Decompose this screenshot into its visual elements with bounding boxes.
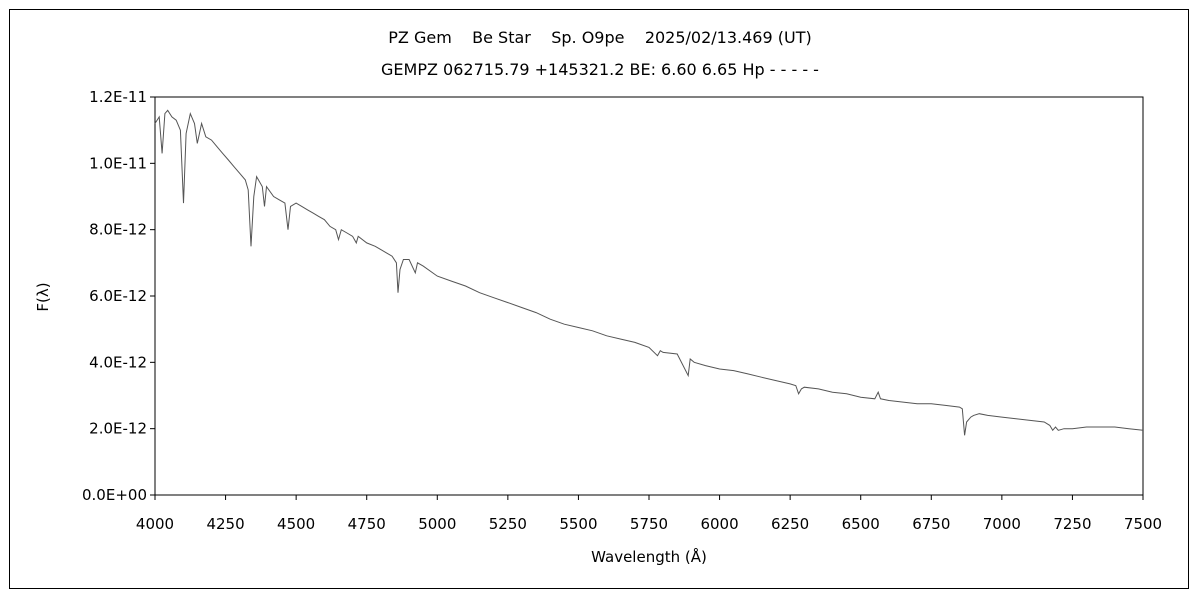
x-tick-label: 4000	[136, 515, 174, 533]
x-tick-label: 5000	[418, 515, 456, 533]
y-tick-label: 1.2E-11	[89, 88, 147, 106]
chart-title: PZ Gem Be Star Sp. O9pe 2025/02/13.469 (…	[388, 28, 812, 47]
x-tick-label: 4500	[277, 515, 315, 533]
x-axis-label: Wavelength (Å)	[591, 547, 707, 566]
x-tick-label: 7250	[1053, 515, 1091, 533]
x-tick-label: 4250	[206, 515, 244, 533]
x-tick-label: 6500	[842, 515, 880, 533]
y-tick-label: 6.0E-12	[89, 287, 147, 305]
x-axis-ticks: 4000 4250 4500 4750 5000 5250 5500 5750 6000 6250…	[136, 495, 1162, 533]
x-tick-label: 7000	[983, 515, 1021, 533]
x-tick-label: 5250	[489, 515, 527, 533]
x-tick-label: 4750	[348, 515, 386, 533]
y-tick-label: 0.0E+00	[82, 486, 147, 504]
y-axis-label: F(λ)	[34, 282, 52, 311]
y-tick-label: 1.0E-11	[89, 154, 147, 172]
x-tick-label: 6750	[912, 515, 950, 533]
x-tick-label: 5750	[630, 515, 668, 533]
plot-area	[154, 96, 1144, 496]
x-tick-label: 5500	[559, 515, 597, 533]
y-axis-ticks: 0.0E+00 2.0E-12 4.0E-12 6.0E-12 8.0E-12 1.0E-…	[82, 88, 155, 504]
chart-frame	[9, 9, 1189, 589]
x-tick-label: 7500	[1124, 515, 1162, 533]
y-tick-label: 8.0E-12	[89, 221, 147, 239]
chart-subtitle: GEMPZ 062715.79 +145321.2 BE: 6.60 6.65 …	[381, 60, 819, 79]
spectrum-line	[154, 109, 1144, 436]
x-tick-label: 6250	[771, 515, 809, 533]
y-tick-label: 4.0E-12	[89, 353, 147, 371]
y-tick-label: 2.0E-12	[89, 420, 147, 438]
x-tick-label: 6000	[700, 515, 738, 533]
